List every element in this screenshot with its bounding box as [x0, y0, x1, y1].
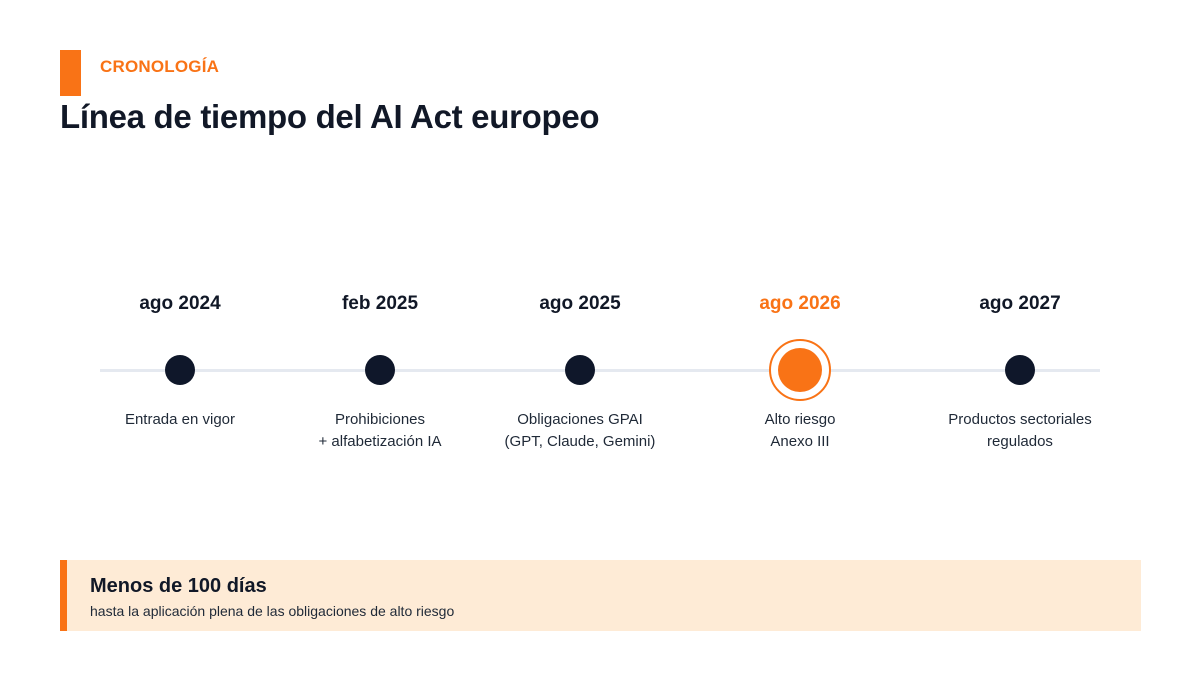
- milestone-ago-2026-active: ago 2026 Alto riesgo Anexo III: [690, 290, 910, 450]
- eyebrow-accent-bar: [60, 50, 81, 96]
- callout-title: Menos de 100 días: [90, 575, 267, 597]
- dot-icon: [365, 355, 395, 385]
- dot-icon: [1005, 355, 1035, 385]
- description-line: regulados: [987, 433, 1053, 450]
- description-line: Productos sectoriales: [948, 411, 1092, 428]
- ring-icon: [769, 339, 831, 401]
- milestone-marker: [565, 355, 595, 385]
- milestone-date: ago 2027: [979, 293, 1061, 314]
- dot-icon: [565, 355, 595, 385]
- description-line: Obligaciones GPAI: [517, 411, 643, 428]
- callout-accent-bar: [60, 560, 67, 631]
- eyebrow-label: CRONOLOGÍA: [100, 57, 220, 76]
- milestone-description: Obligaciones GPAI (GPT, Claude, Gemini): [470, 409, 690, 453]
- milestone-date: ago 2026: [759, 293, 841, 314]
- milestone-marker: [1005, 355, 1035, 385]
- milestone-description: Entrada en vigor: [70, 409, 290, 431]
- callout-box: Menos de 100 días hasta la aplicación pl…: [60, 560, 1141, 631]
- milestone-date: ago 2024: [139, 293, 221, 314]
- callout-subtitle: hasta la aplicación plena de las obligac…: [90, 603, 455, 619]
- milestone-ago-2024: ago 2024 Entrada en vigor: [70, 290, 290, 428]
- description-line: Entrada en vigor: [124, 411, 236, 428]
- description-line: (GPT, Claude, Gemini): [504, 433, 656, 450]
- milestone-description: Prohibiciones + alfabetización IA: [270, 409, 490, 453]
- timeline-track: [100, 369, 1100, 372]
- milestone-description: Alto riesgo Anexo III: [690, 409, 910, 453]
- milestone-date: feb 2025: [341, 293, 419, 314]
- milestone-date: ago 2025: [539, 293, 621, 314]
- milestone-marker-active: [769, 339, 831, 401]
- description-line: Anexo III: [770, 433, 830, 450]
- milestone-description: Productos sectoriales regulados: [910, 409, 1130, 453]
- milestone-ago-2025: ago 2025 Obligaciones GPAI (GPT, Claude,…: [470, 290, 690, 450]
- milestone-feb-2025: feb 2025 Prohibiciones + alfabetización …: [270, 290, 490, 450]
- page-title: Línea de tiempo del AI Act europeo: [60, 98, 600, 135]
- milestone-ago-2027: ago 2027 Productos sectoriales regulados: [910, 290, 1130, 450]
- description-line: Alto riesgo: [764, 411, 836, 428]
- dot-icon: [165, 355, 195, 385]
- dot-icon: [778, 348, 822, 392]
- milestone-marker: [365, 355, 395, 385]
- milestone-marker: [165, 355, 195, 385]
- description-line: + alfabetización IA: [318, 433, 442, 450]
- description-line: Prohibiciones: [334, 411, 426, 428]
